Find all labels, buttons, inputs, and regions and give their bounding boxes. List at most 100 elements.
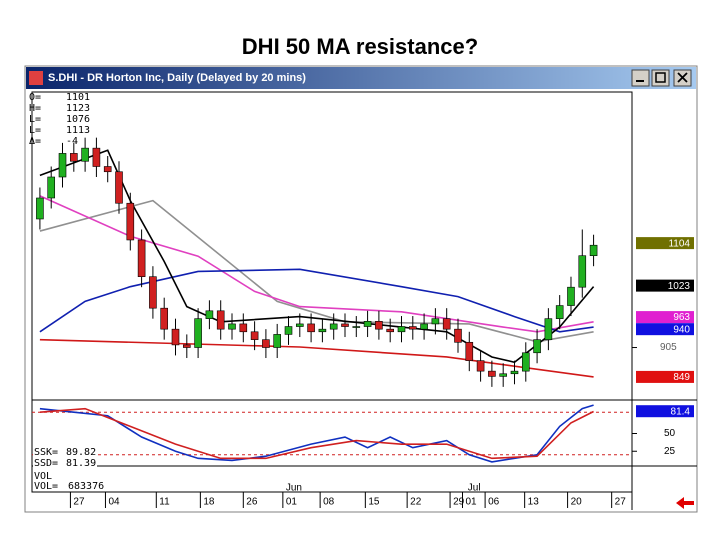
quote-label: H=	[29, 103, 41, 114]
candle-body	[431, 318, 440, 325]
candle-body	[149, 276, 157, 309]
readout-label: SSD=	[34, 458, 58, 469]
quote-value: 1076	[66, 114, 90, 125]
candle-body	[228, 323, 236, 330]
scroll-arrow[interactable]	[676, 497, 694, 509]
candle-body	[250, 331, 259, 340]
readout-bg	[33, 447, 97, 457]
volume-readout-label: VOL=	[34, 481, 58, 492]
title-bar	[26, 67, 696, 89]
x-tick-label: 18	[203, 497, 215, 508]
candle-body	[386, 328, 394, 333]
candle-body	[103, 166, 112, 173]
price-tag-label: 940	[673, 324, 690, 335]
quote-label: Δ=	[29, 136, 41, 147]
y-tick-label: 25	[664, 446, 676, 457]
x-tick-label: 15	[368, 497, 380, 508]
x-tick-label: 08	[323, 497, 335, 508]
price-tag	[636, 279, 694, 292]
candle-body	[183, 344, 191, 348]
candle-body	[420, 323, 428, 330]
readout-bg	[33, 458, 97, 468]
candle-body	[216, 310, 225, 330]
volume-label: VOL	[34, 471, 52, 482]
candle-body	[115, 171, 123, 204]
x-tick-label: 26	[246, 497, 258, 508]
candle-body	[442, 318, 451, 330]
quote-value: 1101	[66, 92, 90, 103]
x-tick-label: 11	[159, 497, 170, 508]
candle-body	[47, 176, 56, 199]
quote-value: 1113	[66, 125, 90, 136]
price-tag-label: 1023	[668, 281, 691, 292]
candle-body	[273, 334, 281, 348]
stochastic-lines	[32, 404, 632, 463]
slide-title: DHI 50 MA resistance?	[242, 34, 478, 59]
x-tick-label: 29	[453, 497, 465, 508]
candle-body	[363, 320, 372, 327]
price-tag-label: 963	[673, 312, 690, 323]
minimize-button[interactable]	[631, 69, 650, 87]
x-tick-label: 22	[410, 497, 422, 508]
candle-body	[239, 323, 248, 333]
candle-body	[341, 323, 349, 327]
candle-body	[58, 153, 67, 178]
price-tag	[636, 370, 694, 383]
candle-body	[137, 239, 146, 277]
x-tick-label: 01	[466, 497, 478, 508]
candle-body	[81, 147, 89, 162]
price-tag-label: 1104	[668, 238, 690, 249]
quote-label: L=	[29, 125, 41, 136]
candle-body	[295, 323, 304, 327]
x-tick-label: 27	[73, 497, 85, 508]
x-tick-label: 04	[108, 497, 120, 508]
ma-line	[39, 338, 594, 378]
candle-body	[408, 326, 417, 330]
candle-body	[567, 286, 575, 306]
candle-body	[476, 360, 485, 372]
quote-value: 1123	[66, 103, 90, 114]
candle-body	[375, 320, 383, 330]
window-icon	[29, 71, 43, 85]
candle-body	[555, 305, 564, 319]
readout-value: 89.82	[66, 447, 96, 458]
candle-body	[510, 370, 519, 375]
candle-body	[92, 147, 101, 167]
volume-readout-value: 683376	[68, 481, 104, 492]
candle-body	[533, 339, 541, 354]
quote-label: O=	[29, 92, 41, 103]
candle-body	[36, 197, 44, 220]
candle-body	[589, 244, 598, 257]
month-label: Jul	[468, 483, 481, 494]
candle-body	[171, 328, 180, 346]
quote-label: L=	[29, 114, 41, 125]
y-tick-label: 50	[664, 428, 676, 439]
candle-body	[329, 323, 338, 330]
candle-body	[160, 307, 169, 330]
quote-value: -4	[66, 136, 78, 147]
candle-body	[578, 255, 587, 288]
candle-body	[397, 326, 406, 333]
candle-body	[488, 370, 496, 377]
candle-body	[499, 373, 507, 377]
ma-line	[39, 195, 594, 333]
candle-body	[205, 310, 214, 319]
month-label: Jun	[286, 483, 302, 494]
candle-body	[465, 341, 474, 361]
candle-body	[262, 339, 270, 348]
price-tag	[636, 323, 694, 336]
maximize-glyph	[655, 72, 666, 83]
candle-body	[307, 323, 315, 333]
candle-body	[126, 202, 135, 241]
y-tick-label: 905	[660, 342, 677, 353]
candle-body	[318, 328, 327, 333]
value-tag	[636, 405, 694, 418]
candle-body	[284, 326, 293, 335]
price-tag	[636, 237, 694, 250]
value-tag-label: 81.4	[671, 406, 691, 417]
readout-label: SSK=	[34, 447, 58, 458]
window	[24, 65, 698, 513]
candle-body	[70, 153, 78, 162]
